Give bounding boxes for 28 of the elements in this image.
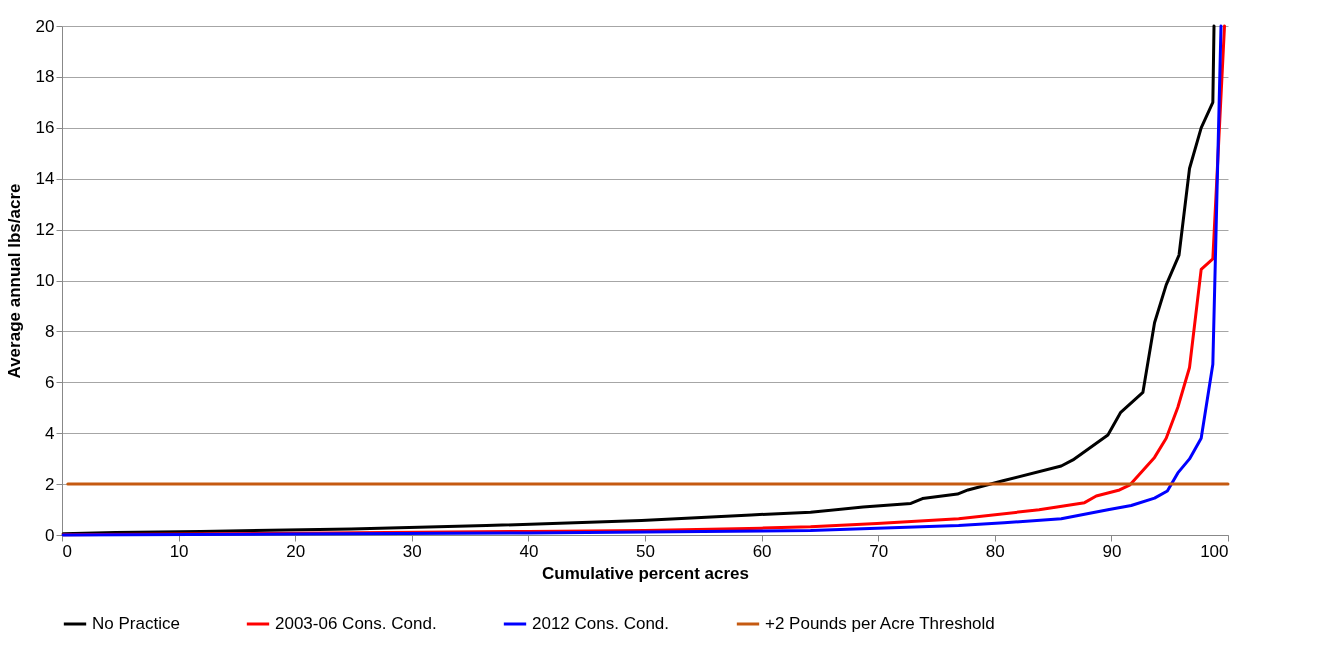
y-tick-label: 8 [45,321,55,341]
y-tick-label: 0 [45,525,55,545]
x-tick-label: 50 [636,541,655,561]
y-tick-label: 20 [35,16,55,36]
y-tick-label: 16 [35,118,55,138]
legend-label: No Practice [92,614,180,633]
y-tick-label: 2 [45,474,55,494]
y-tick-label: 12 [35,220,55,240]
x-tick-label: 90 [1102,541,1122,561]
y-tick-label: 6 [45,372,55,392]
x-tick-label: 30 [402,541,422,561]
legend-label: +2 Pounds per Acre Threshold [765,614,995,633]
x-tick-label: 70 [869,541,889,561]
y-tick-label: 14 [35,169,55,189]
x-tick-label: 60 [752,541,772,561]
y-tick-label: 10 [35,271,55,290]
x-tick-label: 10 [169,541,189,561]
y-tick-label: 4 [45,423,55,443]
x-tick-label: 80 [985,541,1005,561]
y-axis-title: Average annual lbs/acre [4,183,24,379]
legend-label: 2012 Cons. Cond. [532,614,670,633]
x-tick-label: 40 [519,541,539,561]
x-tick-label: 0 [62,541,72,561]
y-tick-label: 18 [35,67,55,87]
x-tick-label: 100 [1200,541,1229,561]
x-axis-title: Cumulative percent acres [542,563,749,583]
legend-label: 2003-06 Cons. Cond. [275,614,437,633]
x-tick-label: 20 [286,541,306,561]
